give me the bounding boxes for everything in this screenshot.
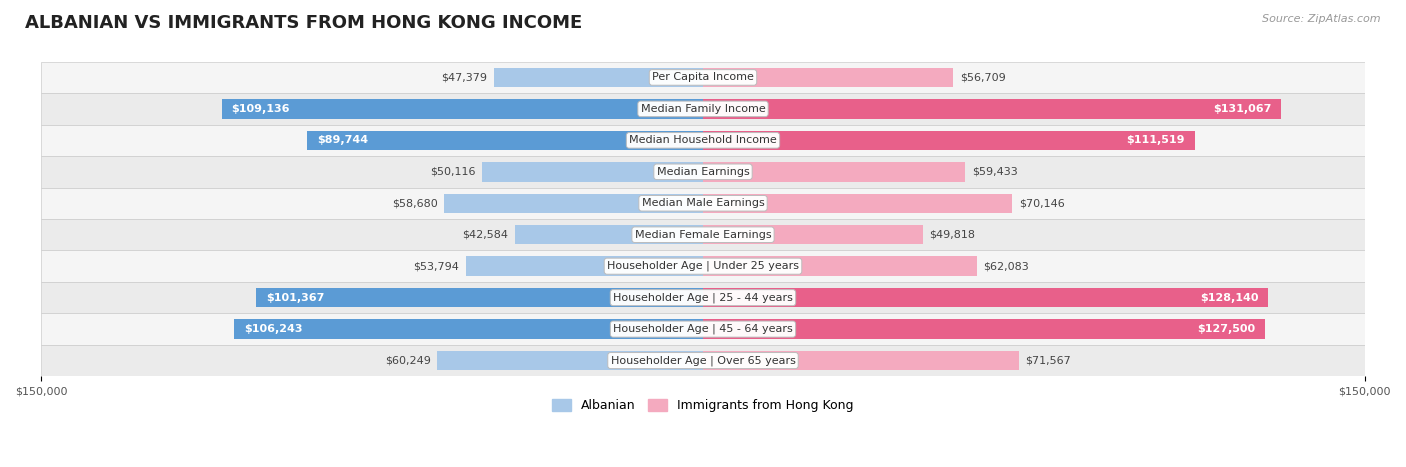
Bar: [703, 162, 965, 182]
Text: $89,744: $89,744: [316, 135, 368, 145]
Text: Householder Age | 25 - 44 years: Householder Age | 25 - 44 years: [613, 292, 793, 303]
Bar: [703, 193, 1012, 213]
Bar: [41, 93, 1365, 125]
Bar: [41, 219, 1365, 250]
Text: Per Capita Income: Per Capita Income: [652, 72, 754, 83]
Text: ALBANIAN VS IMMIGRANTS FROM HONG KONG INCOME: ALBANIAN VS IMMIGRANTS FROM HONG KONG IN…: [25, 14, 582, 32]
Text: Source: ZipAtlas.com: Source: ZipAtlas.com: [1263, 14, 1381, 24]
Bar: [41, 282, 1365, 313]
Text: $71,567: $71,567: [1025, 355, 1071, 366]
Text: $53,794: $53,794: [413, 261, 460, 271]
Text: $50,116: $50,116: [430, 167, 475, 177]
Legend: Albanian, Immigrants from Hong Kong: Albanian, Immigrants from Hong Kong: [547, 394, 859, 417]
Bar: [41, 345, 1365, 376]
Bar: [444, 193, 703, 213]
Bar: [703, 68, 953, 87]
Bar: [256, 288, 703, 307]
Bar: [703, 319, 1265, 339]
Text: $106,243: $106,243: [245, 324, 302, 334]
Text: Median Family Income: Median Family Income: [641, 104, 765, 114]
Text: $131,067: $131,067: [1213, 104, 1271, 114]
Text: $62,083: $62,083: [984, 261, 1029, 271]
Text: $49,818: $49,818: [929, 230, 976, 240]
Bar: [703, 351, 1019, 370]
Bar: [703, 225, 922, 245]
Text: Householder Age | Over 65 years: Householder Age | Over 65 years: [610, 355, 796, 366]
Text: Median Household Income: Median Household Income: [628, 135, 778, 145]
Bar: [41, 156, 1365, 188]
Text: Median Earnings: Median Earnings: [657, 167, 749, 177]
Text: $128,140: $128,140: [1199, 293, 1258, 303]
Bar: [465, 256, 703, 276]
Bar: [222, 99, 703, 119]
Text: Median Male Earnings: Median Male Earnings: [641, 198, 765, 208]
Bar: [703, 288, 1268, 307]
Bar: [703, 256, 977, 276]
Text: $111,519: $111,519: [1126, 135, 1185, 145]
Bar: [41, 250, 1365, 282]
Bar: [494, 68, 703, 87]
Bar: [41, 313, 1365, 345]
Text: $127,500: $127,500: [1198, 324, 1256, 334]
Text: $59,433: $59,433: [972, 167, 1018, 177]
Bar: [235, 319, 703, 339]
Text: $109,136: $109,136: [232, 104, 290, 114]
Text: $70,146: $70,146: [1019, 198, 1064, 208]
Bar: [703, 131, 1195, 150]
Text: $42,584: $42,584: [463, 230, 509, 240]
Bar: [437, 351, 703, 370]
Text: Householder Age | 45 - 64 years: Householder Age | 45 - 64 years: [613, 324, 793, 334]
Text: Median Female Earnings: Median Female Earnings: [634, 230, 772, 240]
Text: $60,249: $60,249: [385, 355, 430, 366]
Bar: [482, 162, 703, 182]
Text: $58,680: $58,680: [392, 198, 437, 208]
Bar: [41, 188, 1365, 219]
Text: $56,709: $56,709: [960, 72, 1005, 83]
Text: $101,367: $101,367: [266, 293, 325, 303]
Bar: [41, 125, 1365, 156]
Bar: [41, 62, 1365, 93]
Text: Householder Age | Under 25 years: Householder Age | Under 25 years: [607, 261, 799, 271]
Text: $47,379: $47,379: [441, 72, 488, 83]
Bar: [515, 225, 703, 245]
Bar: [703, 99, 1281, 119]
Bar: [307, 131, 703, 150]
